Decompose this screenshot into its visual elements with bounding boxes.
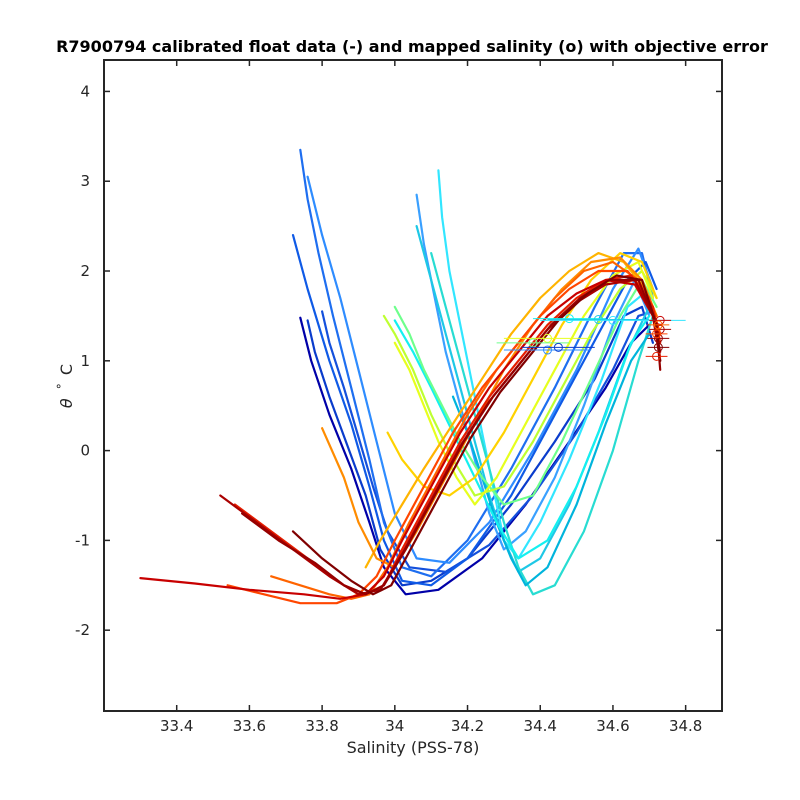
profile-line-15	[393, 260, 655, 506]
mapped-salinity-point-12	[652, 351, 662, 361]
profile-line-16	[386, 252, 658, 497]
profile-line-19	[270, 260, 658, 600]
x-tick-label: 34.8	[669, 717, 702, 735]
profile-line-2	[299, 316, 651, 596]
plot-border	[103, 59, 723, 712]
mapped-salinity-point-2	[593, 315, 603, 325]
plot-frame	[104, 60, 722, 711]
profile-line-1	[306, 305, 655, 587]
x-tick-label: 33.8	[305, 717, 338, 735]
mapped-salinity-point-13	[652, 329, 662, 339]
x-tick-label: 34.4	[524, 717, 557, 735]
profile-line-7	[415, 193, 651, 551]
series-layer	[139, 148, 662, 605]
mapped-salinity-point-3	[608, 315, 618, 325]
profile-line-24	[241, 278, 662, 596]
profile-line-11	[451, 332, 651, 587]
profile-line-8	[437, 169, 651, 560]
y-tick-label: -1	[75, 531, 90, 549]
profile-line-12	[393, 314, 651, 560]
profile-line-20	[226, 269, 662, 605]
profile-line-14	[382, 269, 658, 497]
y-tick-label: 1	[80, 352, 90, 370]
x-axis-title: Salinity (PSS-78)	[347, 738, 480, 757]
profile-line-13	[393, 278, 658, 506]
x-tick-label: 34	[385, 717, 404, 735]
x-tick-label: 33.4	[160, 717, 193, 735]
y-axis-title: θ ° C	[51, 364, 76, 408]
mapped-salinity-point-11	[653, 342, 663, 352]
x-tick-label: 34.6	[596, 717, 629, 735]
profile-line-5	[306, 175, 655, 564]
y-tick-label: 0	[80, 442, 90, 460]
profile-line-25	[291, 274, 662, 596]
profile-line-6	[291, 234, 658, 587]
y-tick-label: 4	[80, 82, 90, 100]
mapped-salinity-point-6	[543, 345, 553, 355]
mapped-points-layer	[496, 314, 686, 361]
y-axis-title-degree: °	[55, 383, 69, 389]
x-tick-label: 34.2	[451, 717, 484, 735]
profile-line-3	[321, 310, 655, 573]
x-tick-label: 33.6	[233, 717, 266, 735]
profile-line-10	[430, 252, 655, 596]
mapped-salinity-point-1	[564, 314, 574, 324]
y-tick-label: -2	[75, 621, 90, 639]
chart-title: R7900794 calibrated float data (-) and m…	[56, 37, 768, 56]
mapped-salinity-point-7	[553, 342, 563, 352]
mapped-salinity-point-14	[653, 320, 663, 330]
y-tick-label: 3	[80, 172, 90, 190]
y-tick-label: 2	[80, 262, 90, 280]
y-axis-title-unit: C	[57, 364, 76, 375]
y-axis-title-theta: θ	[57, 398, 76, 408]
